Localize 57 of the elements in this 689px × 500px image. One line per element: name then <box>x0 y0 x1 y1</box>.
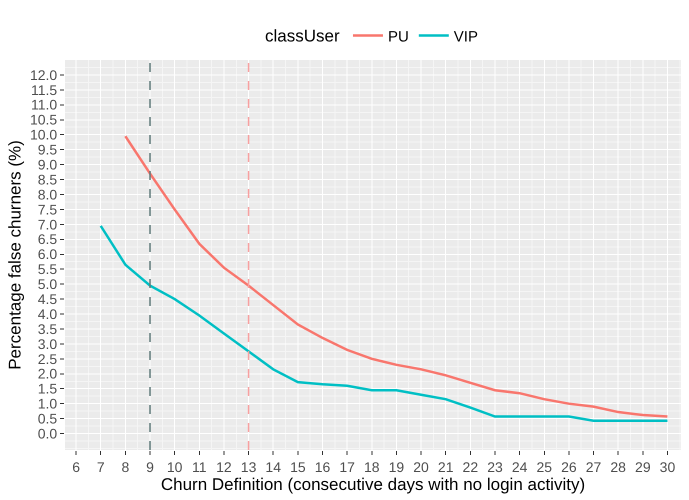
y-tick-label: 1.0 <box>38 396 58 412</box>
y-tick-label: 10.5 <box>30 112 58 128</box>
x-tick-label: 10 <box>166 458 183 475</box>
x-tick-label: 13 <box>240 458 257 475</box>
x-tick-label: 23 <box>487 458 503 475</box>
y-tick-label: 3.5 <box>38 320 58 337</box>
y-tick-label: 2.0 <box>38 366 58 382</box>
y-tick-label: 9.0 <box>38 156 58 172</box>
x-tick-label: 16 <box>314 458 330 475</box>
x-tick-label: 11 <box>192 458 207 475</box>
y-axis-title: Percentage false churners (%) <box>6 140 24 370</box>
legend-title: classUser <box>265 26 340 46</box>
y-tick-label: 12.0 <box>30 66 58 83</box>
y-tick-label: 0.5 <box>38 410 58 427</box>
x-tick-label: 21 <box>438 458 454 475</box>
y-tick-label: 11.5 <box>30 82 58 98</box>
x-tick-label: 22 <box>462 458 478 475</box>
y-tick-label: 2.5 <box>38 350 58 367</box>
y-tick-label: 5.5 <box>38 261 58 278</box>
y-tick-label: 11.0 <box>30 96 58 113</box>
y-tick-label: 1.5 <box>38 380 58 397</box>
x-tick-label: 27 <box>586 458 602 475</box>
y-tick-label: 7.5 <box>38 201 58 218</box>
line-series <box>124 134 669 418</box>
x-tick-label: 18 <box>364 458 380 475</box>
y-tick-label: 4.5 <box>38 290 58 307</box>
x-tick-label: 26 <box>561 458 577 475</box>
x-tick-label: 8 <box>121 458 130 475</box>
legend-label: PU <box>388 28 409 46</box>
x-tick-label: 9 <box>146 458 154 475</box>
y-tick-label: 8.0 <box>38 186 58 202</box>
x-tick-label: 15 <box>290 458 306 475</box>
x-tick-label: 19 <box>388 458 404 475</box>
y-tick-label: 6.0 <box>38 246 58 262</box>
y-tick-label: 4.0 <box>38 306 58 322</box>
x-tick-label: 17 <box>339 458 356 475</box>
x-tick-label: 7 <box>96 458 105 475</box>
x-tick-label: 25 <box>536 458 552 475</box>
y-tick-label: 7.0 <box>38 216 58 232</box>
line-series <box>99 224 669 422</box>
x-axis-title: Churn Definition (consecutive days with no login activity) <box>160 475 586 494</box>
y-tick-label: 8.5 <box>38 171 58 188</box>
y-tick-label: 3.0 <box>38 336 58 352</box>
x-tick-label: 30 <box>660 458 676 475</box>
y-tick-label: 10.0 <box>30 126 58 143</box>
y-tick-label: 9.5 <box>38 142 58 158</box>
y-tick-label: 6.5 <box>38 231 58 248</box>
x-tick-label: 12 <box>216 458 232 475</box>
legend-label: VIP <box>454 28 478 46</box>
y-tick-label: 0.0 <box>38 425 58 442</box>
x-tick-label: 29 <box>635 458 651 475</box>
x-tick-label: 20 <box>413 458 430 475</box>
x-tick-label: 6 <box>72 458 80 475</box>
x-tick-label: 24 <box>512 458 528 475</box>
y-tick-label: 5.0 <box>38 276 58 292</box>
x-tick-label: 14 <box>265 458 282 475</box>
x-tick-label: 28 <box>610 458 626 475</box>
